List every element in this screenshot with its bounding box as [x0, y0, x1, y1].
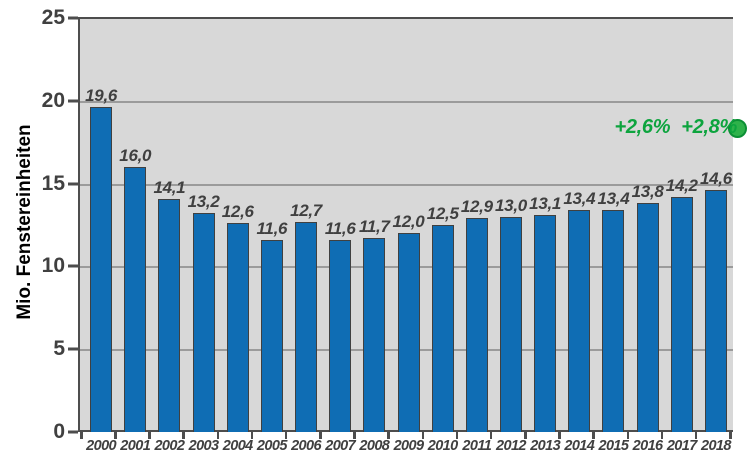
x-tick-mark-19 [729, 432, 732, 439]
bar-value-2004: 12,6 [221, 202, 254, 222]
bar-2012 [499, 216, 522, 432]
bar-value-2009: 12,0 [392, 212, 425, 232]
bar-value-2000: 19,6 [85, 86, 118, 106]
bar-2017 [670, 196, 693, 432]
bar-2000 [90, 107, 113, 432]
x-tick-mark-14 [558, 432, 561, 439]
bar-value-2016: 13,8 [631, 182, 664, 202]
bar-2016 [636, 203, 659, 432]
x-category-label-2005: 2005 [256, 438, 287, 454]
bar-2006 [295, 221, 318, 432]
growth-annotations: +2,6% +2,8% [614, 116, 737, 139]
x-tick-mark-11 [455, 432, 459, 439]
x-tick-mark-8 [353, 432, 356, 439]
bar-2013 [534, 215, 557, 432]
bar-value-2005: 11,6 [256, 218, 288, 238]
bar-2015 [602, 210, 625, 432]
y-tick-mark-15 [68, 182, 78, 186]
bar-value-2011: 12,9 [460, 197, 493, 217]
x-category-label-2018: 2018 [700, 438, 731, 454]
y-tick-mark-5 [68, 347, 78, 351]
bar-2004 [226, 223, 249, 432]
bar-2009 [397, 233, 420, 432]
y-tick-label-25: 25 [41, 6, 65, 29]
x-tick-mark-6 [284, 432, 288, 439]
x-tick-mark-4 [216, 432, 220, 439]
x-tick-mark-2 [148, 432, 151, 439]
bar-2014 [568, 210, 591, 432]
bar-2005 [260, 239, 283, 432]
x-category-label-2001: 2001 [120, 438, 151, 454]
bar-value-2012: 13,0 [495, 195, 527, 215]
gridline-20 [80, 100, 733, 103]
bar-value-2003: 13,2 [187, 192, 220, 212]
x-category-label-2003: 2003 [188, 438, 219, 454]
x-tick-mark-9 [387, 432, 390, 439]
x-tick-mark-12 [489, 432, 493, 439]
x-tick-mark-3 [182, 432, 185, 439]
y-axis-title: Mio. Fenstereinheiten [14, 124, 35, 320]
x-tick-mark-5 [250, 432, 254, 439]
bar-value-2018: 14,6 [699, 169, 732, 189]
y-tick-mark-20 [68, 99, 78, 103]
x-tick-mark-13 [524, 432, 527, 439]
bar-value-2002: 14,1 [153, 177, 186, 197]
bar-value-2008: 11,7 [359, 217, 390, 237]
y-tick-label-5: 5 [53, 337, 65, 361]
x-tick-mark-10 [421, 432, 425, 439]
x-category-label-2012: 2012 [496, 438, 526, 454]
y-tick-mark-10 [68, 264, 78, 268]
y-tick-label-20: 20 [41, 88, 65, 112]
growth-annotation-2018: +2,8% [681, 116, 737, 138]
bar-2010 [431, 225, 454, 432]
x-category-label-2013: 2013 [530, 438, 561, 454]
x-category-label-2016: 2016 [632, 438, 663, 454]
gridline-15 [80, 183, 733, 186]
y-tick-label-10: 10 [41, 254, 65, 278]
x-category-label-2017: 2017 [666, 438, 697, 454]
y-tick-mark-25 [68, 16, 78, 20]
bar-value-2015: 13,4 [597, 189, 630, 209]
x-tick-mark-7 [319, 432, 322, 439]
x-tick-mark-17 [660, 432, 664, 439]
bar-value-2001: 16,0 [119, 146, 152, 166]
y-tick-mark-0 [68, 430, 78, 434]
bar-value-2014: 13,4 [563, 189, 596, 209]
bar-2002 [158, 198, 181, 432]
bar-value-2007: 11,6 [324, 218, 356, 238]
x-category-label-2010: 2010 [427, 438, 458, 454]
x-tick-mark-15 [592, 432, 595, 439]
bar-value-2017: 14,2 [665, 175, 698, 195]
x-tick-mark-0 [80, 432, 83, 439]
x-category-label-2015: 2015 [598, 438, 629, 454]
bar-value-2010: 12,5 [426, 204, 459, 223]
bar-2003 [192, 213, 215, 432]
bar-2011 [465, 218, 488, 432]
x-category-label-2014: 2014 [564, 438, 595, 454]
bar-2018 [704, 190, 727, 432]
x-category-label-2011: 2011 [462, 438, 492, 454]
x-category-label-2008: 2008 [359, 438, 390, 454]
y-tick-label-15: 15 [41, 171, 65, 195]
bar-value-2006: 12,7 [290, 200, 322, 220]
x-tick-mark-18 [694, 432, 698, 439]
x-tick-mark-16 [626, 432, 630, 439]
green-dot-icon [728, 119, 747, 138]
x-category-label-2004: 2004 [222, 438, 253, 454]
x-category-label-2000: 2000 [86, 438, 117, 454]
x-category-label-2009: 2009 [393, 438, 424, 454]
bar-value-2013: 13,1 [529, 194, 562, 214]
bar-2007 [329, 239, 352, 432]
bar-2001 [124, 167, 147, 432]
x-category-label-2006: 2006 [291, 438, 321, 454]
x-category-label-2007: 2007 [325, 438, 356, 454]
bar-2008 [363, 238, 386, 432]
x-tick-mark-1 [114, 432, 117, 439]
y-tick-label-0: 0 [53, 420, 65, 443]
growth-annotation-2017: +2,6% [614, 116, 671, 138]
x-category-label-2002: 2002 [154, 438, 185, 454]
